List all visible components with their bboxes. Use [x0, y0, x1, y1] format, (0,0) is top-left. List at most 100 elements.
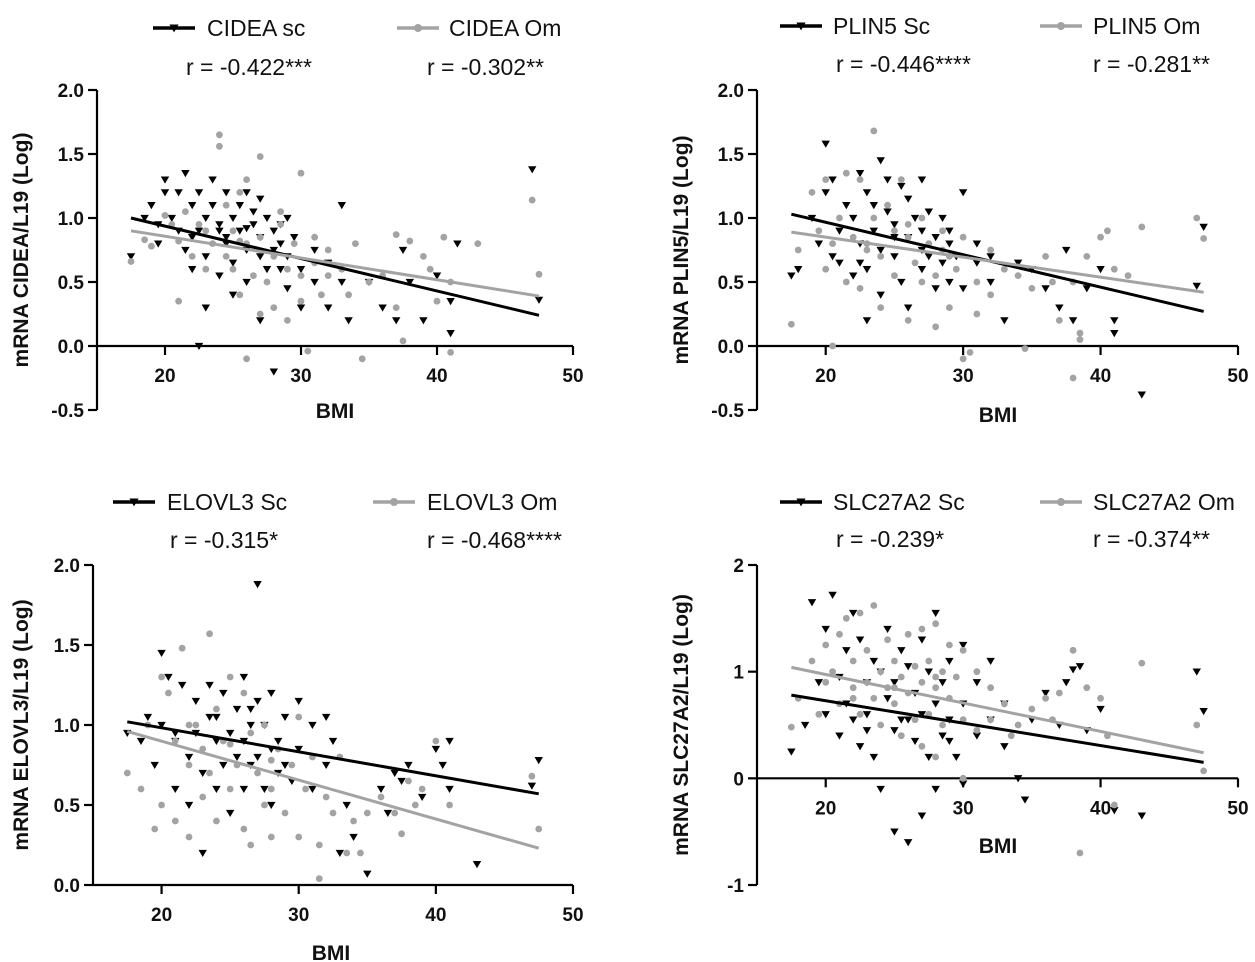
data-point — [267, 801, 276, 809]
data-point — [157, 721, 166, 729]
x-tick-label: 30 — [290, 366, 311, 387]
data-point — [1069, 374, 1077, 382]
x-tick-label: 40 — [1090, 798, 1111, 819]
data-point — [939, 227, 946, 235]
data-point — [924, 253, 933, 261]
data-point — [188, 202, 197, 210]
data-point — [1200, 767, 1208, 775]
data-point — [835, 732, 844, 740]
data-point — [304, 347, 312, 355]
data-point — [869, 753, 879, 761]
legend-entry: PLIN5 Sc — [780, 13, 930, 39]
data-point — [399, 337, 407, 345]
data-point — [160, 176, 170, 184]
data-point — [918, 278, 926, 286]
data-point — [185, 721, 193, 729]
data-point — [897, 732, 905, 740]
x-tick-label: 30 — [953, 798, 974, 819]
data-point — [446, 801, 453, 809]
data-point — [884, 636, 891, 644]
data-point — [212, 785, 221, 793]
y-tick-label: 1.0 — [54, 716, 80, 737]
data-point — [973, 726, 981, 734]
data-point — [932, 673, 940, 681]
data-point — [972, 679, 982, 687]
data-point — [294, 745, 303, 753]
legend-entry: SLC27A2 Om — [1040, 489, 1235, 515]
data-point — [342, 801, 351, 809]
data-point — [324, 246, 332, 254]
data-point — [849, 716, 858, 724]
data-point — [987, 246, 995, 254]
data-point — [206, 630, 213, 638]
data-point — [232, 705, 242, 713]
data-point — [945, 240, 954, 248]
y-tick-label: -0.5 — [51, 401, 84, 422]
data-point — [535, 825, 543, 833]
y-tick-label: -0.5 — [711, 401, 744, 422]
legend-marker — [390, 498, 398, 506]
series-om — [123, 630, 543, 882]
data-point — [800, 721, 810, 729]
data-point — [904, 317, 912, 324]
data-point — [918, 214, 926, 222]
data-point — [534, 296, 544, 304]
data-point — [1014, 721, 1022, 729]
data-point — [822, 176, 830, 184]
data-point — [876, 785, 885, 793]
data-point — [911, 662, 919, 670]
data-point — [815, 710, 823, 718]
data-point — [876, 291, 885, 299]
data-point — [903, 304, 913, 312]
y-tick-label: 0.0 — [54, 876, 80, 897]
data-point — [240, 825, 248, 833]
data-point — [856, 710, 864, 718]
data-point — [1192, 282, 1201, 290]
data-point — [215, 221, 224, 229]
data-point — [215, 227, 224, 235]
legend-label: ELOVL3 Sc — [167, 489, 287, 515]
legend-label: ELOVL3 Om — [427, 489, 557, 515]
data-point — [849, 233, 857, 241]
data-point — [1110, 807, 1119, 815]
data-point — [208, 176, 217, 184]
data-point — [250, 272, 257, 279]
y-axis-title: mRNA SLC27A2/L19 (Log) — [670, 594, 693, 856]
data-point — [972, 240, 982, 248]
data-point — [917, 812, 927, 820]
data-point — [1110, 330, 1119, 338]
data-point — [267, 833, 275, 841]
data-point — [1110, 265, 1118, 273]
data-point — [160, 189, 170, 197]
data-point — [952, 753, 961, 761]
data-point — [260, 785, 269, 793]
data-point — [938, 214, 947, 222]
data-point — [1096, 705, 1105, 713]
data-point — [243, 176, 251, 184]
data-point — [201, 253, 210, 261]
data-point — [256, 153, 264, 160]
data-point — [883, 695, 892, 703]
data-point — [891, 227, 898, 235]
x-tick-label: 20 — [151, 905, 172, 926]
x-tick-label: 50 — [562, 905, 583, 926]
data-point — [1075, 663, 1085, 671]
data-point — [277, 208, 284, 216]
x-tick-label: 20 — [154, 366, 175, 387]
data-point — [405, 777, 412, 785]
data-point — [959, 233, 967, 241]
data-point — [256, 233, 264, 241]
data-point — [240, 689, 248, 697]
data-point — [254, 769, 261, 777]
data-point — [932, 323, 940, 331]
data-point — [855, 170, 865, 178]
data-point — [917, 636, 927, 644]
data-point — [226, 785, 234, 793]
data-point — [1068, 317, 1078, 325]
data-point — [528, 196, 536, 204]
x-tick-label: 40 — [425, 905, 446, 926]
data-point — [321, 761, 331, 769]
series-sc — [787, 140, 1208, 399]
data-point — [453, 240, 462, 248]
data-point — [269, 368, 278, 376]
